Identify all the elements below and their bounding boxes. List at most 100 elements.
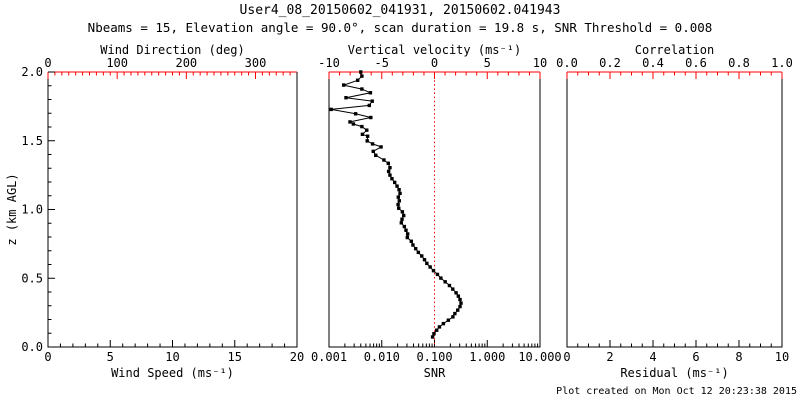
residual-top-tick-label: 0.8 xyxy=(728,56,750,70)
snr-data-point xyxy=(428,265,432,269)
residual-panel: 0 2 4 6 8 10 Residual (ms⁻¹) 0.0 0.2 0.4 0.6 0.8 1.0… xyxy=(556,43,793,380)
snr-data-point xyxy=(360,132,365,136)
snr-data-point xyxy=(454,291,458,295)
residual-x-tick-label: 4 xyxy=(649,350,656,364)
wind-panel: 0 5 10 15 20 Wind Speed (ms⁻¹) 0 100 200 300Wind … xyxy=(5,43,304,380)
wind-frame xyxy=(47,72,298,348)
snr-data-point xyxy=(360,74,364,78)
snr-data-point xyxy=(329,107,333,112)
snr-data-point xyxy=(434,328,439,332)
snr-data-point xyxy=(348,120,352,124)
snr-data-point xyxy=(422,257,427,262)
wind-top-tick-label: 100 xyxy=(106,56,128,70)
snr-x-tick-label: 0.100 xyxy=(416,350,452,364)
snr-data-point xyxy=(400,210,405,214)
snr-data-point xyxy=(446,318,451,322)
snr-data-point xyxy=(365,134,370,138)
snr-data-point xyxy=(395,184,399,188)
snr-data-point xyxy=(386,161,390,165)
snr-data-point xyxy=(355,78,360,82)
snr-data-point xyxy=(447,283,452,288)
residual-top-tick-label: 1.0 xyxy=(771,56,793,70)
wind-left-axis: 0.0 0.5 1.0 1.5 2.0 z (km AGL) xyxy=(5,65,55,354)
snr-data-point xyxy=(430,335,435,339)
plot-subtitle: Nbeams = 15, Elevation angle = 90.0°, sc… xyxy=(87,20,713,35)
snr-data-point xyxy=(360,124,364,129)
snr-data-point xyxy=(379,145,383,149)
snr-top-tick-label: 5 xyxy=(484,56,491,70)
residual-x-tick-label: 2 xyxy=(606,350,613,364)
wind-x-tick-label: 5 xyxy=(107,350,114,364)
residual-x-tick-label: 10 xyxy=(775,350,789,364)
snr-top-tick-label: 10 xyxy=(533,56,547,70)
snr-data-point xyxy=(451,315,455,319)
snr-data-point xyxy=(365,128,369,132)
wind-x-tick-label: 15 xyxy=(228,350,242,364)
residual-top-tick-label: 0.2 xyxy=(599,56,621,70)
residual-x-tick-label: 0 xyxy=(563,350,570,364)
wind-y-tick-label: 1.0 xyxy=(21,203,43,217)
snr-data-point xyxy=(398,191,402,196)
snr-data-point xyxy=(370,99,374,103)
snr-data-point xyxy=(399,221,404,225)
snr-data-point xyxy=(409,239,413,243)
snr-data-point xyxy=(386,169,391,174)
wind-bottom-axis-label: Wind Speed (ms⁻¹) xyxy=(111,366,234,380)
wind-top-tick-label: 300 xyxy=(245,56,267,70)
snr-top-tick-label: -10 xyxy=(318,56,340,70)
snr-data-point xyxy=(367,103,371,108)
snr-data-point xyxy=(359,70,363,74)
snr-data-point xyxy=(413,246,418,251)
residual-top-tick-label: 0.4 xyxy=(642,56,664,70)
snr-data-point xyxy=(390,177,394,181)
snr-data-point xyxy=(388,173,392,177)
snr-data-point xyxy=(365,139,369,143)
snr-data-point xyxy=(344,96,348,100)
snr-panel: 0.001 0.010 0.100 1.000 10.000 SNR -10 -5 0 5 10 Ve… xyxy=(311,43,562,380)
snr-top-tick-label: -5 xyxy=(375,56,389,70)
snr-data-point xyxy=(396,202,400,207)
wind-x-tick-label: 20 xyxy=(290,350,304,364)
snr-data-point xyxy=(351,122,356,126)
snr-data-point xyxy=(402,224,407,229)
wind-bottom-axis: 0 5 10 15 20 Wind Speed (ms⁻¹) xyxy=(44,340,304,380)
snr-data-point xyxy=(397,188,401,192)
snr-profile-line xyxy=(331,71,462,338)
snr-data-point xyxy=(458,297,462,302)
snr-data-point xyxy=(416,250,421,255)
residual-top-tick-label: 0.6 xyxy=(685,56,707,70)
snr-x-tick-label: 1.000 xyxy=(469,350,505,364)
snr-data-point xyxy=(369,115,373,120)
wind-top-tick-label: 0 xyxy=(44,56,51,70)
snr-x-tick-label: 0.010 xyxy=(364,350,400,364)
snr-x-tick-label: 0.001 xyxy=(311,350,347,364)
snr-data-point xyxy=(405,232,410,236)
snr-data-point xyxy=(431,268,436,273)
snr-data-point xyxy=(404,228,408,232)
wind-y-tick-label: 2.0 xyxy=(21,65,43,79)
snr-data-point xyxy=(451,287,455,291)
snr-data-point xyxy=(453,311,457,316)
snr-data-point xyxy=(397,199,401,203)
snr-data-point xyxy=(402,213,406,218)
snr-data-point xyxy=(353,112,358,116)
wind-top-tick-label: 200 xyxy=(175,56,197,70)
snr-data-point xyxy=(459,301,463,305)
snr-data-point xyxy=(458,304,462,309)
snr-data-point xyxy=(441,321,446,326)
snr-data-point xyxy=(382,158,386,162)
snr-data-point xyxy=(443,280,447,284)
snr-data-point xyxy=(388,166,392,170)
snr-data-point xyxy=(370,142,375,146)
plot-title: User4_08_20150602_041931, 20150602.04194… xyxy=(239,3,561,18)
snr-data-point xyxy=(411,243,415,247)
snr-data-point xyxy=(396,195,401,199)
wind-y-tick-label: 0.5 xyxy=(21,271,43,285)
residual-frame xyxy=(566,72,783,348)
snr-data-point xyxy=(371,149,375,154)
snr-data-point xyxy=(405,235,409,240)
wind-x-tick-label: 10 xyxy=(165,350,179,364)
snr-data-point xyxy=(420,254,424,258)
